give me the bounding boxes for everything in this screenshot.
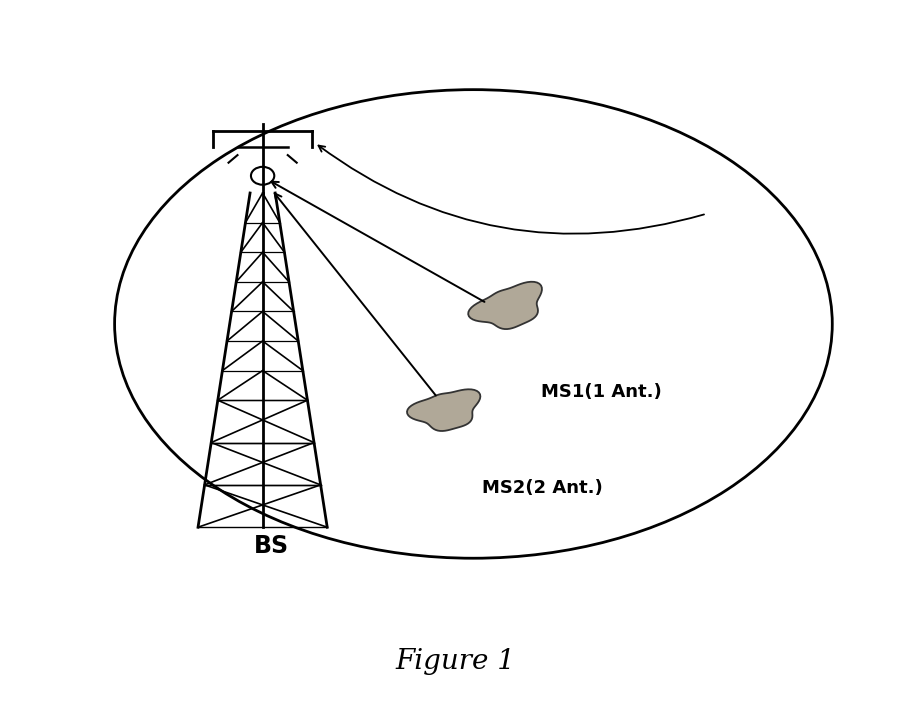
Text: BS: BS: [254, 534, 289, 558]
PathPatch shape: [407, 389, 480, 431]
PathPatch shape: [468, 282, 542, 329]
Text: MS2(2 Ant.): MS2(2 Ant.): [483, 479, 603, 497]
Text: MS1(1 Ant.): MS1(1 Ant.): [541, 382, 661, 401]
Text: Figure 1: Figure 1: [395, 648, 516, 676]
